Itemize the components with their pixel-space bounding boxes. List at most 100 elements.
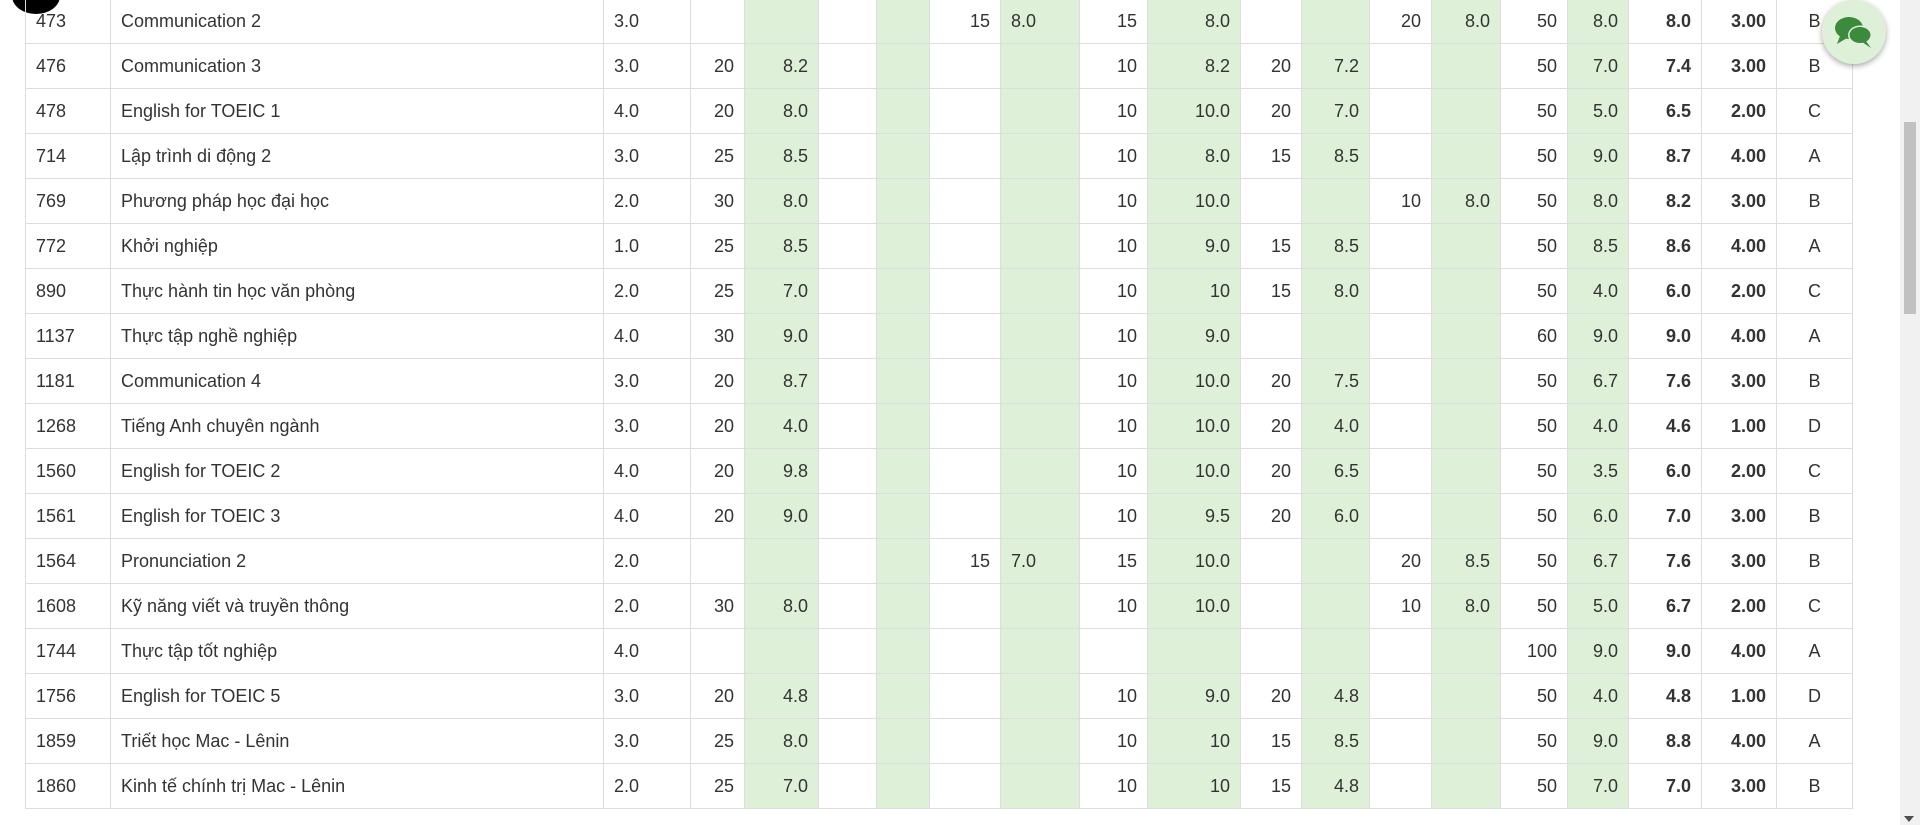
col14-weight-cell — [1369, 43, 1432, 89]
course-id-cell: 714 — [25, 133, 111, 179]
col4-weight-cell — [690, 628, 745, 674]
col12-score-cell: 6.5 — [1301, 448, 1370, 494]
col8-weight-cell — [929, 178, 1001, 224]
table-row: 1560 English for TOEIC 2 4.0 20 9.8 10 10.0 20 6… — [25, 448, 1853, 494]
col6-weight-cell — [818, 403, 877, 449]
col8-score-cell — [1000, 88, 1080, 134]
letter-grade-cell: A — [1776, 223, 1853, 269]
table-row: 1181 Communication 4 3.0 20 8.7 10 10.0 20 7.5 50… — [25, 358, 1853, 404]
col14-weight-cell — [1369, 313, 1432, 359]
col10-weight-cell: 10 — [1079, 133, 1148, 179]
col12-score-cell: 7.0 — [1301, 88, 1370, 134]
col4-score-cell — [744, 538, 819, 584]
col6-weight-cell — [818, 88, 877, 134]
col4-score-cell: 7.0 — [744, 763, 819, 809]
credits-cell: 2.0 — [603, 538, 691, 584]
col12-weight-cell — [1240, 628, 1302, 674]
col6-weight-cell — [818, 268, 877, 314]
gpa4-cell: 1.00 — [1701, 673, 1777, 719]
col8-score-cell — [1000, 133, 1080, 179]
credits-cell: 4.0 — [603, 448, 691, 494]
col8-score-cell — [1000, 268, 1080, 314]
course-name-cell: Lập trình di động 2 — [110, 133, 604, 179]
table-row: 1744 Thực tập tốt nghiệp 4.0 100 9.0 9.0 4.00 A — [25, 628, 1853, 674]
col4-score-cell: 4.0 — [744, 403, 819, 449]
final-score-cell: 8.0 — [1567, 0, 1629, 44]
gpa4-cell: 3.00 — [1701, 538, 1777, 584]
final-score-cell: 7.0 — [1567, 763, 1629, 809]
col10-score-cell: 10.0 — [1147, 358, 1241, 404]
credits-cell: 3.0 — [603, 133, 691, 179]
col12-score-cell: 7.5 — [1301, 358, 1370, 404]
col4-score-cell: 7.0 — [744, 268, 819, 314]
gpa4-cell: 3.00 — [1701, 358, 1777, 404]
col4-weight-cell: 25 — [690, 133, 745, 179]
course-id-cell: 1859 — [25, 718, 111, 764]
credits-cell: 2.0 — [603, 178, 691, 224]
col14-weight-cell — [1369, 133, 1432, 179]
col8-weight-cell — [929, 718, 1001, 764]
vertical-scrollbar[interactable] — [1900, 0, 1920, 825]
col12-weight-cell — [1240, 538, 1302, 584]
final-score-cell: 9.0 — [1567, 313, 1629, 359]
col8-weight-cell — [929, 88, 1001, 134]
col6-score-cell — [876, 493, 930, 539]
course-name-cell: Kinh tế chính trị Mac - Lênin — [110, 763, 604, 809]
final-score-cell: 3.5 — [1567, 448, 1629, 494]
col8-weight-cell — [929, 763, 1001, 809]
credits-cell: 3.0 — [603, 0, 691, 44]
col8-weight-cell — [929, 673, 1001, 719]
course-id-cell: 1181 — [25, 358, 111, 404]
table-row: 478 English for TOEIC 1 4.0 20 8.0 10 10.0 20 7.… — [25, 88, 1853, 134]
final-weight-cell: 50 — [1500, 0, 1568, 44]
table-row: 1564 Pronunciation 2 2.0 15 7.0 15 10.0 20 8.5 50… — [25, 538, 1853, 584]
gpa4-cell: 1.00 — [1701, 403, 1777, 449]
col8-weight-cell — [929, 268, 1001, 314]
total-score-cell: 8.6 — [1628, 223, 1702, 269]
scroll-down-arrow-icon[interactable] — [1904, 816, 1914, 822]
col14-weight-cell — [1369, 628, 1432, 674]
final-weight-cell: 100 — [1500, 628, 1568, 674]
course-id-cell: 1860 — [25, 763, 111, 809]
col6-weight-cell — [818, 538, 877, 584]
course-name-cell: Triết học Mac - Lênin — [110, 718, 604, 764]
col8-weight-cell — [929, 43, 1001, 89]
col14-score-cell — [1431, 628, 1501, 674]
col8-weight-cell: 15 — [929, 538, 1001, 584]
col4-score-cell: 8.5 — [744, 223, 819, 269]
col6-score-cell — [876, 673, 930, 719]
credits-cell: 3.0 — [603, 358, 691, 404]
col10-score-cell: 10 — [1147, 268, 1241, 314]
col6-score-cell — [876, 133, 930, 179]
credits-cell: 2.0 — [603, 268, 691, 314]
final-weight-cell: 60 — [1500, 313, 1568, 359]
col4-weight-cell: 20 — [690, 448, 745, 494]
final-score-cell: 8.5 — [1567, 223, 1629, 269]
gpa4-cell: 3.00 — [1701, 0, 1777, 44]
final-score-cell: 9.0 — [1567, 628, 1629, 674]
col12-weight-cell: 15 — [1240, 718, 1302, 764]
col12-weight-cell — [1240, 313, 1302, 359]
col8-score-cell — [1000, 763, 1080, 809]
chat-button[interactable] — [1822, 0, 1886, 64]
final-score-cell: 6.7 — [1567, 538, 1629, 584]
col6-score-cell — [876, 223, 930, 269]
col4-weight-cell — [690, 538, 745, 584]
scrollbar-thumb[interactable] — [1904, 122, 1916, 314]
gpa4-cell: 4.00 — [1701, 313, 1777, 359]
final-score-cell: 6.0 — [1567, 493, 1629, 539]
col14-weight-cell — [1369, 358, 1432, 404]
col12-score-cell: 4.8 — [1301, 673, 1370, 719]
col6-score-cell — [876, 403, 930, 449]
table-row: 1268 Tiếng Anh chuyên ngành 3.0 20 4.0 10 10.0… — [25, 403, 1853, 449]
col12-score-cell: 7.2 — [1301, 43, 1370, 89]
col4-score-cell: 8.0 — [744, 718, 819, 764]
col14-weight-cell — [1369, 403, 1432, 449]
table-row: 1756 English for TOEIC 5 3.0 20 4.8 10 9.0 20 4.… — [25, 673, 1853, 719]
col4-score-cell: 8.0 — [744, 583, 819, 629]
col8-weight-cell: 15 — [929, 0, 1001, 44]
col14-score-cell — [1431, 223, 1501, 269]
total-score-cell: 8.7 — [1628, 133, 1702, 179]
final-weight-cell: 50 — [1500, 718, 1568, 764]
course-id-cell: 1561 — [25, 493, 111, 539]
